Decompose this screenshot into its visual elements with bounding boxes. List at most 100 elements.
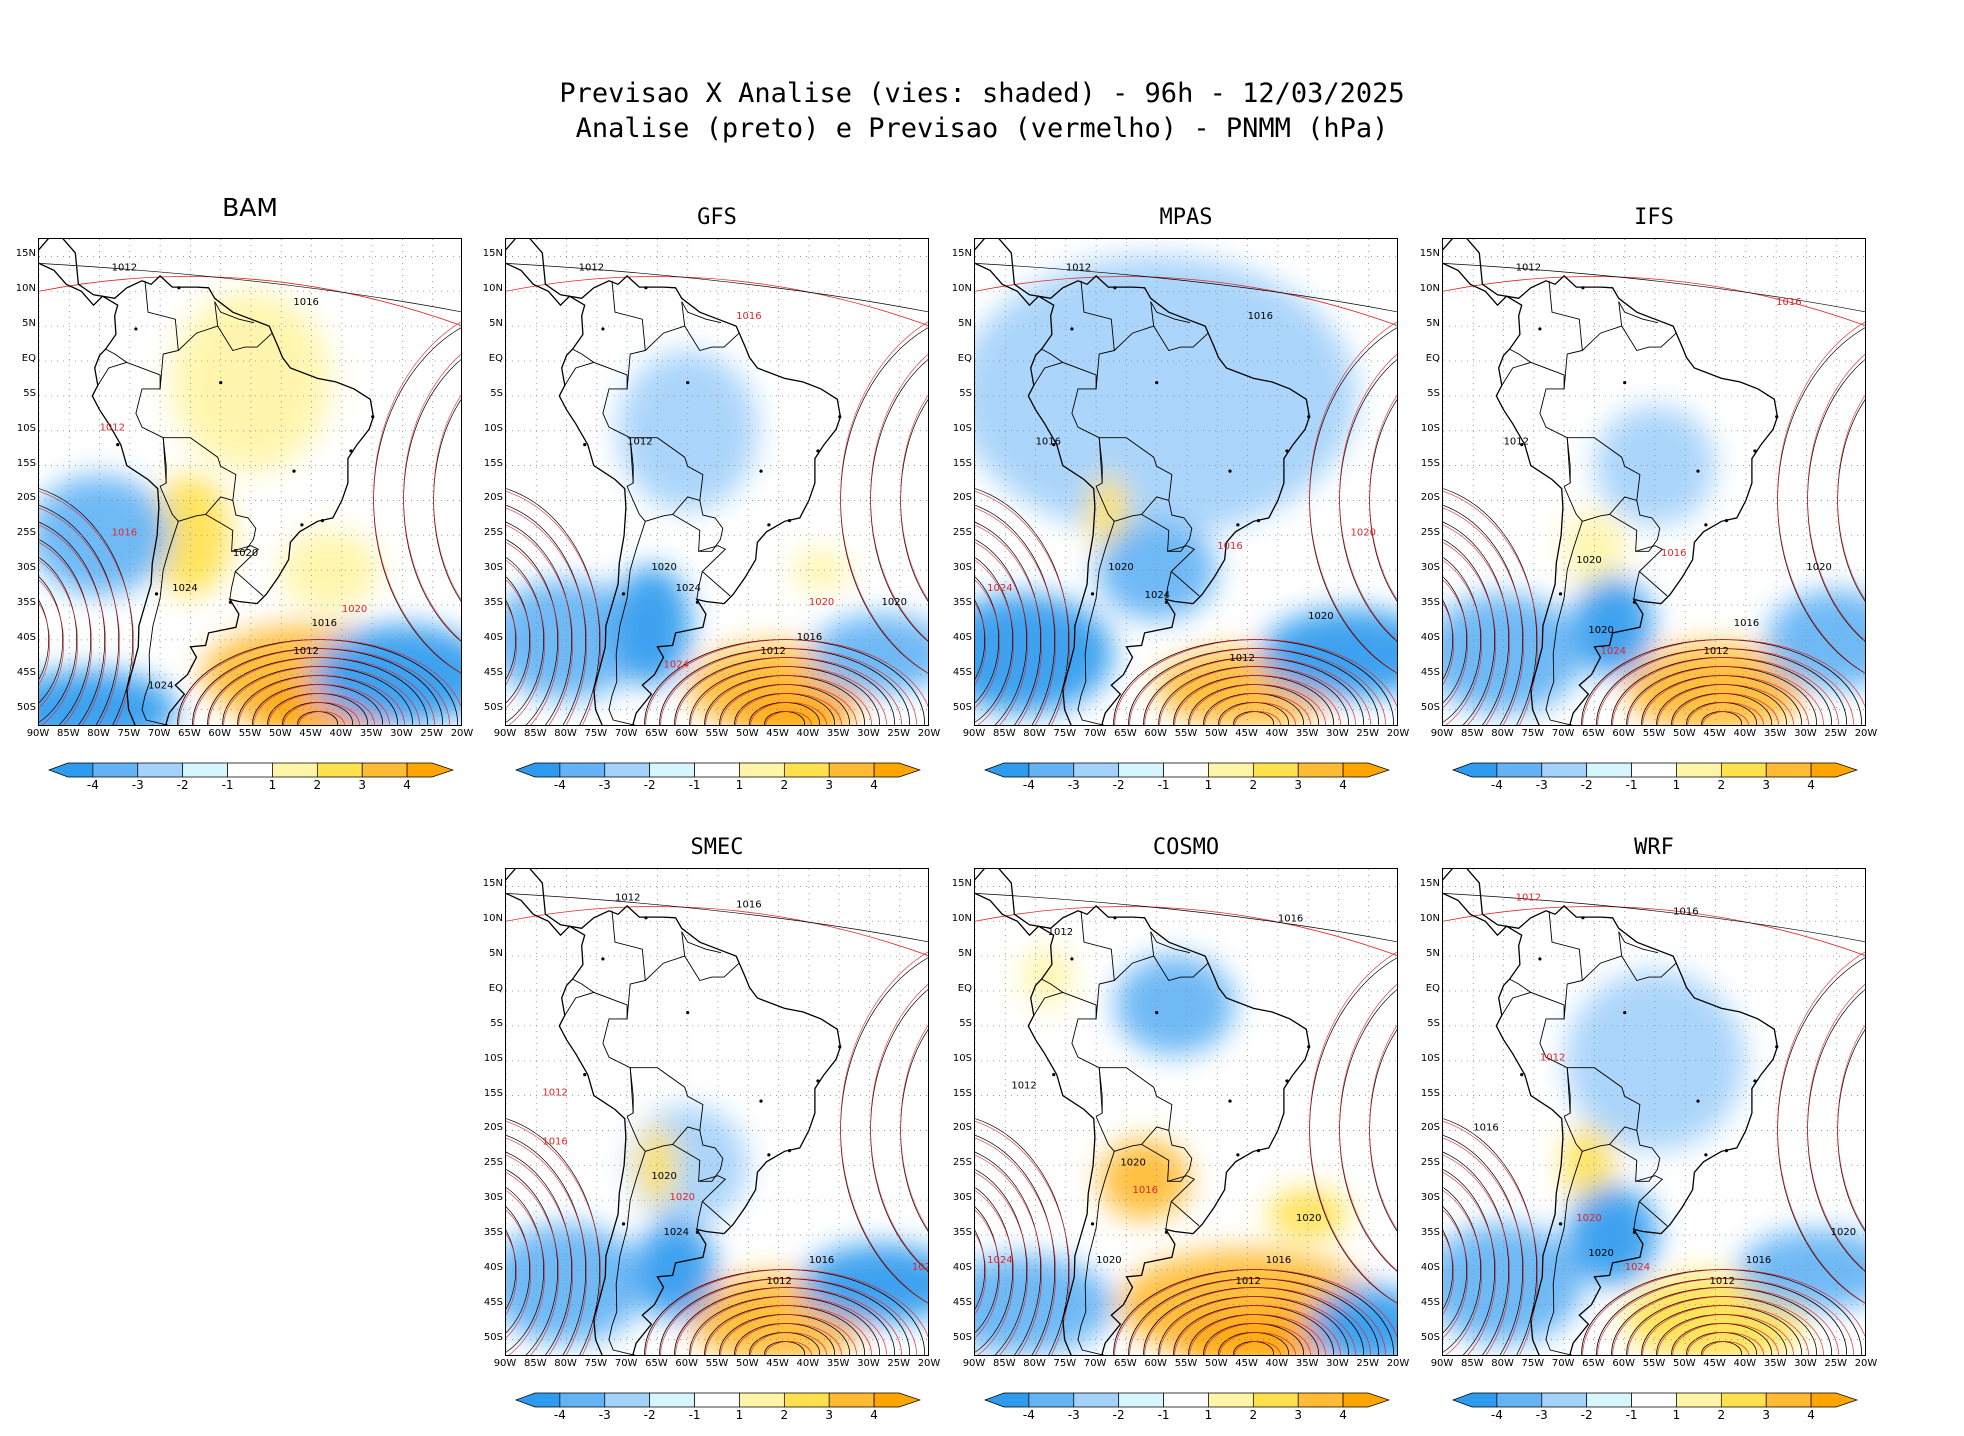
city-marker [292, 469, 296, 473]
longitude-label: 40W [796, 1358, 820, 1369]
colorbar-swatch [1073, 1392, 1120, 1408]
analysis-isobar [975, 1151, 1042, 1355]
colorbar-swatch [272, 762, 318, 778]
panel-title: SMEC [690, 835, 744, 860]
isobar-label: 1020 [1576, 1213, 1601, 1224]
latitude-label: 30S [952, 1192, 972, 1204]
longitude-label: 75W [1053, 728, 1077, 739]
isobar-label: 1016 [112, 527, 137, 538]
analysis-isobar [1443, 263, 1865, 313]
analysis-isobar [506, 1151, 573, 1355]
forecast-isobar [1234, 711, 1282, 725]
latitude-label: 20S [1420, 492, 1440, 504]
forecast-isobar [1443, 1137, 1525, 1355]
forecast-isobar [1612, 1287, 1839, 1355]
country-borders [97, 280, 273, 725]
forecast-isobar [1443, 1120, 1539, 1355]
isobar-label: 1020 [1806, 562, 1831, 573]
colorbar-swatch [783, 762, 830, 778]
latitude-label: 35S [952, 597, 972, 608]
city-marker [644, 286, 648, 290]
colorbar-label: -2 [1580, 778, 1593, 792]
colorbar-label: 2 [1249, 778, 1258, 792]
latitude-label: 25S [952, 527, 972, 539]
longitude-label: 75W [117, 728, 141, 739]
analysis-isobar [1443, 539, 1496, 725]
city-marker [1228, 469, 1232, 473]
city-marker [787, 1149, 792, 1153]
longitude-label: 55W [238, 728, 262, 739]
colorbar-label: -4 [1022, 778, 1035, 792]
longitude-label: 45W [766, 1358, 789, 1369]
isobar-label: 1012 [112, 262, 137, 273]
colorbar-swatch [828, 1392, 875, 1408]
colorbar-swatch [1252, 1392, 1299, 1408]
map-frame: 1012 1016 1012 1020 1024 1012 1016 1016 1020 1020 [505, 868, 929, 1356]
city-marker [686, 1011, 690, 1015]
colorbar-label: 4 [1807, 1408, 1815, 1422]
city-marker [1775, 1045, 1779, 1049]
city-marker [1753, 449, 1757, 453]
latitude-label: 15S [952, 457, 972, 469]
longitude-label: 20W [1386, 1358, 1410, 1369]
latitude-label: 10N [951, 913, 972, 925]
longitude-label: 40W [1265, 728, 1289, 739]
forecast-isobar [1597, 1278, 1854, 1355]
colorbar-swatch [1765, 1392, 1812, 1408]
longitude-label: 60W [1144, 1358, 1168, 1369]
isobar-label: 1012 [1540, 1053, 1565, 1064]
forecast-isobar [506, 1120, 602, 1355]
colorbar-swatch [694, 762, 740, 778]
isobar-label: 1012 [100, 423, 125, 434]
analysis-isobar [506, 1206, 531, 1334]
longitude-label: 90W [26, 728, 50, 739]
latitude-label: 15N [15, 248, 36, 260]
country-borders [1501, 910, 1677, 1355]
analysis-isobar [975, 576, 1000, 704]
forecast-isobar [1443, 602, 1455, 686]
map-canvas: 1012 1016 1012 1020 1020 1012 1016 1020 1024 1016 [975, 869, 1397, 1355]
longitude-label: 25W [1824, 728, 1848, 739]
forecast-isobar [1219, 702, 1297, 725]
isobar-label: 1012 [1235, 1276, 1260, 1287]
colorbar-label: -2 [1112, 778, 1125, 792]
isobar-label: 1024 [1625, 1262, 1650, 1273]
coastline [39, 239, 375, 725]
forecast-isobar [1159, 1296, 1356, 1355]
map-frame: 1012 1016 1012 1016 1020 1024 1012 1020 1016 1024 [38, 238, 462, 726]
longitude-label: 50W [1672, 728, 1696, 739]
latitude-label: 50S [1420, 701, 1440, 713]
colorbar-label: -4 [553, 778, 566, 792]
analysis-isobar [506, 521, 573, 725]
forecast-isobar [1159, 666, 1356, 725]
forecast-isobar [1443, 1232, 1455, 1316]
bias-area [1114, 954, 1235, 1055]
longitude-label: 40W [329, 728, 353, 739]
colorbar-label: -1 [1625, 1408, 1638, 1422]
forecast-isobar [765, 711, 813, 725]
isobar-label: 1016 [1661, 548, 1686, 559]
colorbar-swatch [1342, 762, 1391, 778]
city-marker [228, 600, 233, 604]
city-marker [1704, 523, 1708, 527]
forecast-isobar [1339, 353, 1397, 641]
isobar-label: 1016 [1266, 1255, 1291, 1266]
forecast-isobar [1687, 702, 1765, 725]
colorbar: -4 -3 -2 -1 1 2 3 4 [514, 762, 922, 792]
colorbar-swatch [604, 1392, 651, 1408]
forecast-isobar [1443, 507, 1525, 725]
colorbar-label: 1 [1672, 778, 1681, 792]
forecast-isobar [1807, 353, 1865, 641]
latitude-label: 15S [483, 457, 503, 469]
isobar-label: 1012 [1011, 1081, 1036, 1092]
colorbar-label: 1 [1672, 1408, 1681, 1422]
forecast-isobar [975, 524, 1043, 725]
latitude-label: 25S [483, 527, 503, 539]
isobar-label: 1020 [670, 1192, 695, 1203]
bias-area [975, 593, 1114, 714]
colorbar-swatch [604, 762, 651, 778]
colorbar-swatch [1208, 1392, 1254, 1408]
analysis-isobar [39, 488, 134, 725]
analysis-isobar [506, 1169, 559, 1355]
colorbar-swatch [182, 762, 228, 778]
